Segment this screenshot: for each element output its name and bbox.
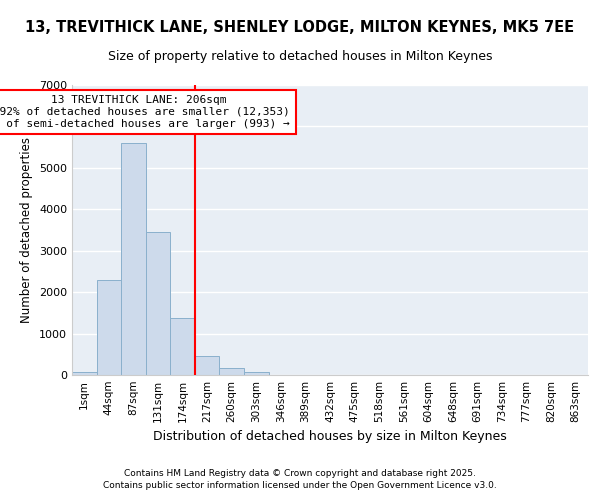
Bar bbox=[170, 318, 195, 375]
Bar bbox=[146, 232, 170, 375]
Bar bbox=[97, 280, 121, 375]
Bar bbox=[244, 372, 269, 375]
Text: Size of property relative to detached houses in Milton Keynes: Size of property relative to detached ho… bbox=[108, 50, 492, 63]
Bar bbox=[220, 368, 244, 375]
Text: Contains HM Land Registry data © Crown copyright and database right 2025.: Contains HM Land Registry data © Crown c… bbox=[124, 468, 476, 477]
Y-axis label: Number of detached properties: Number of detached properties bbox=[20, 137, 34, 323]
Text: 13 TREVITHICK LANE: 206sqm
← 92% of detached houses are smaller (12,353)
7% of s: 13 TREVITHICK LANE: 206sqm ← 92% of deta… bbox=[0, 96, 290, 128]
Bar bbox=[121, 143, 146, 375]
Text: Contains public sector information licensed under the Open Government Licence v3: Contains public sector information licen… bbox=[103, 481, 497, 490]
Text: 13, TREVITHICK LANE, SHENLEY LODGE, MILTON KEYNES, MK5 7EE: 13, TREVITHICK LANE, SHENLEY LODGE, MILT… bbox=[25, 20, 575, 35]
X-axis label: Distribution of detached houses by size in Milton Keynes: Distribution of detached houses by size … bbox=[153, 430, 507, 444]
Bar bbox=[195, 356, 220, 375]
Bar bbox=[72, 372, 97, 375]
